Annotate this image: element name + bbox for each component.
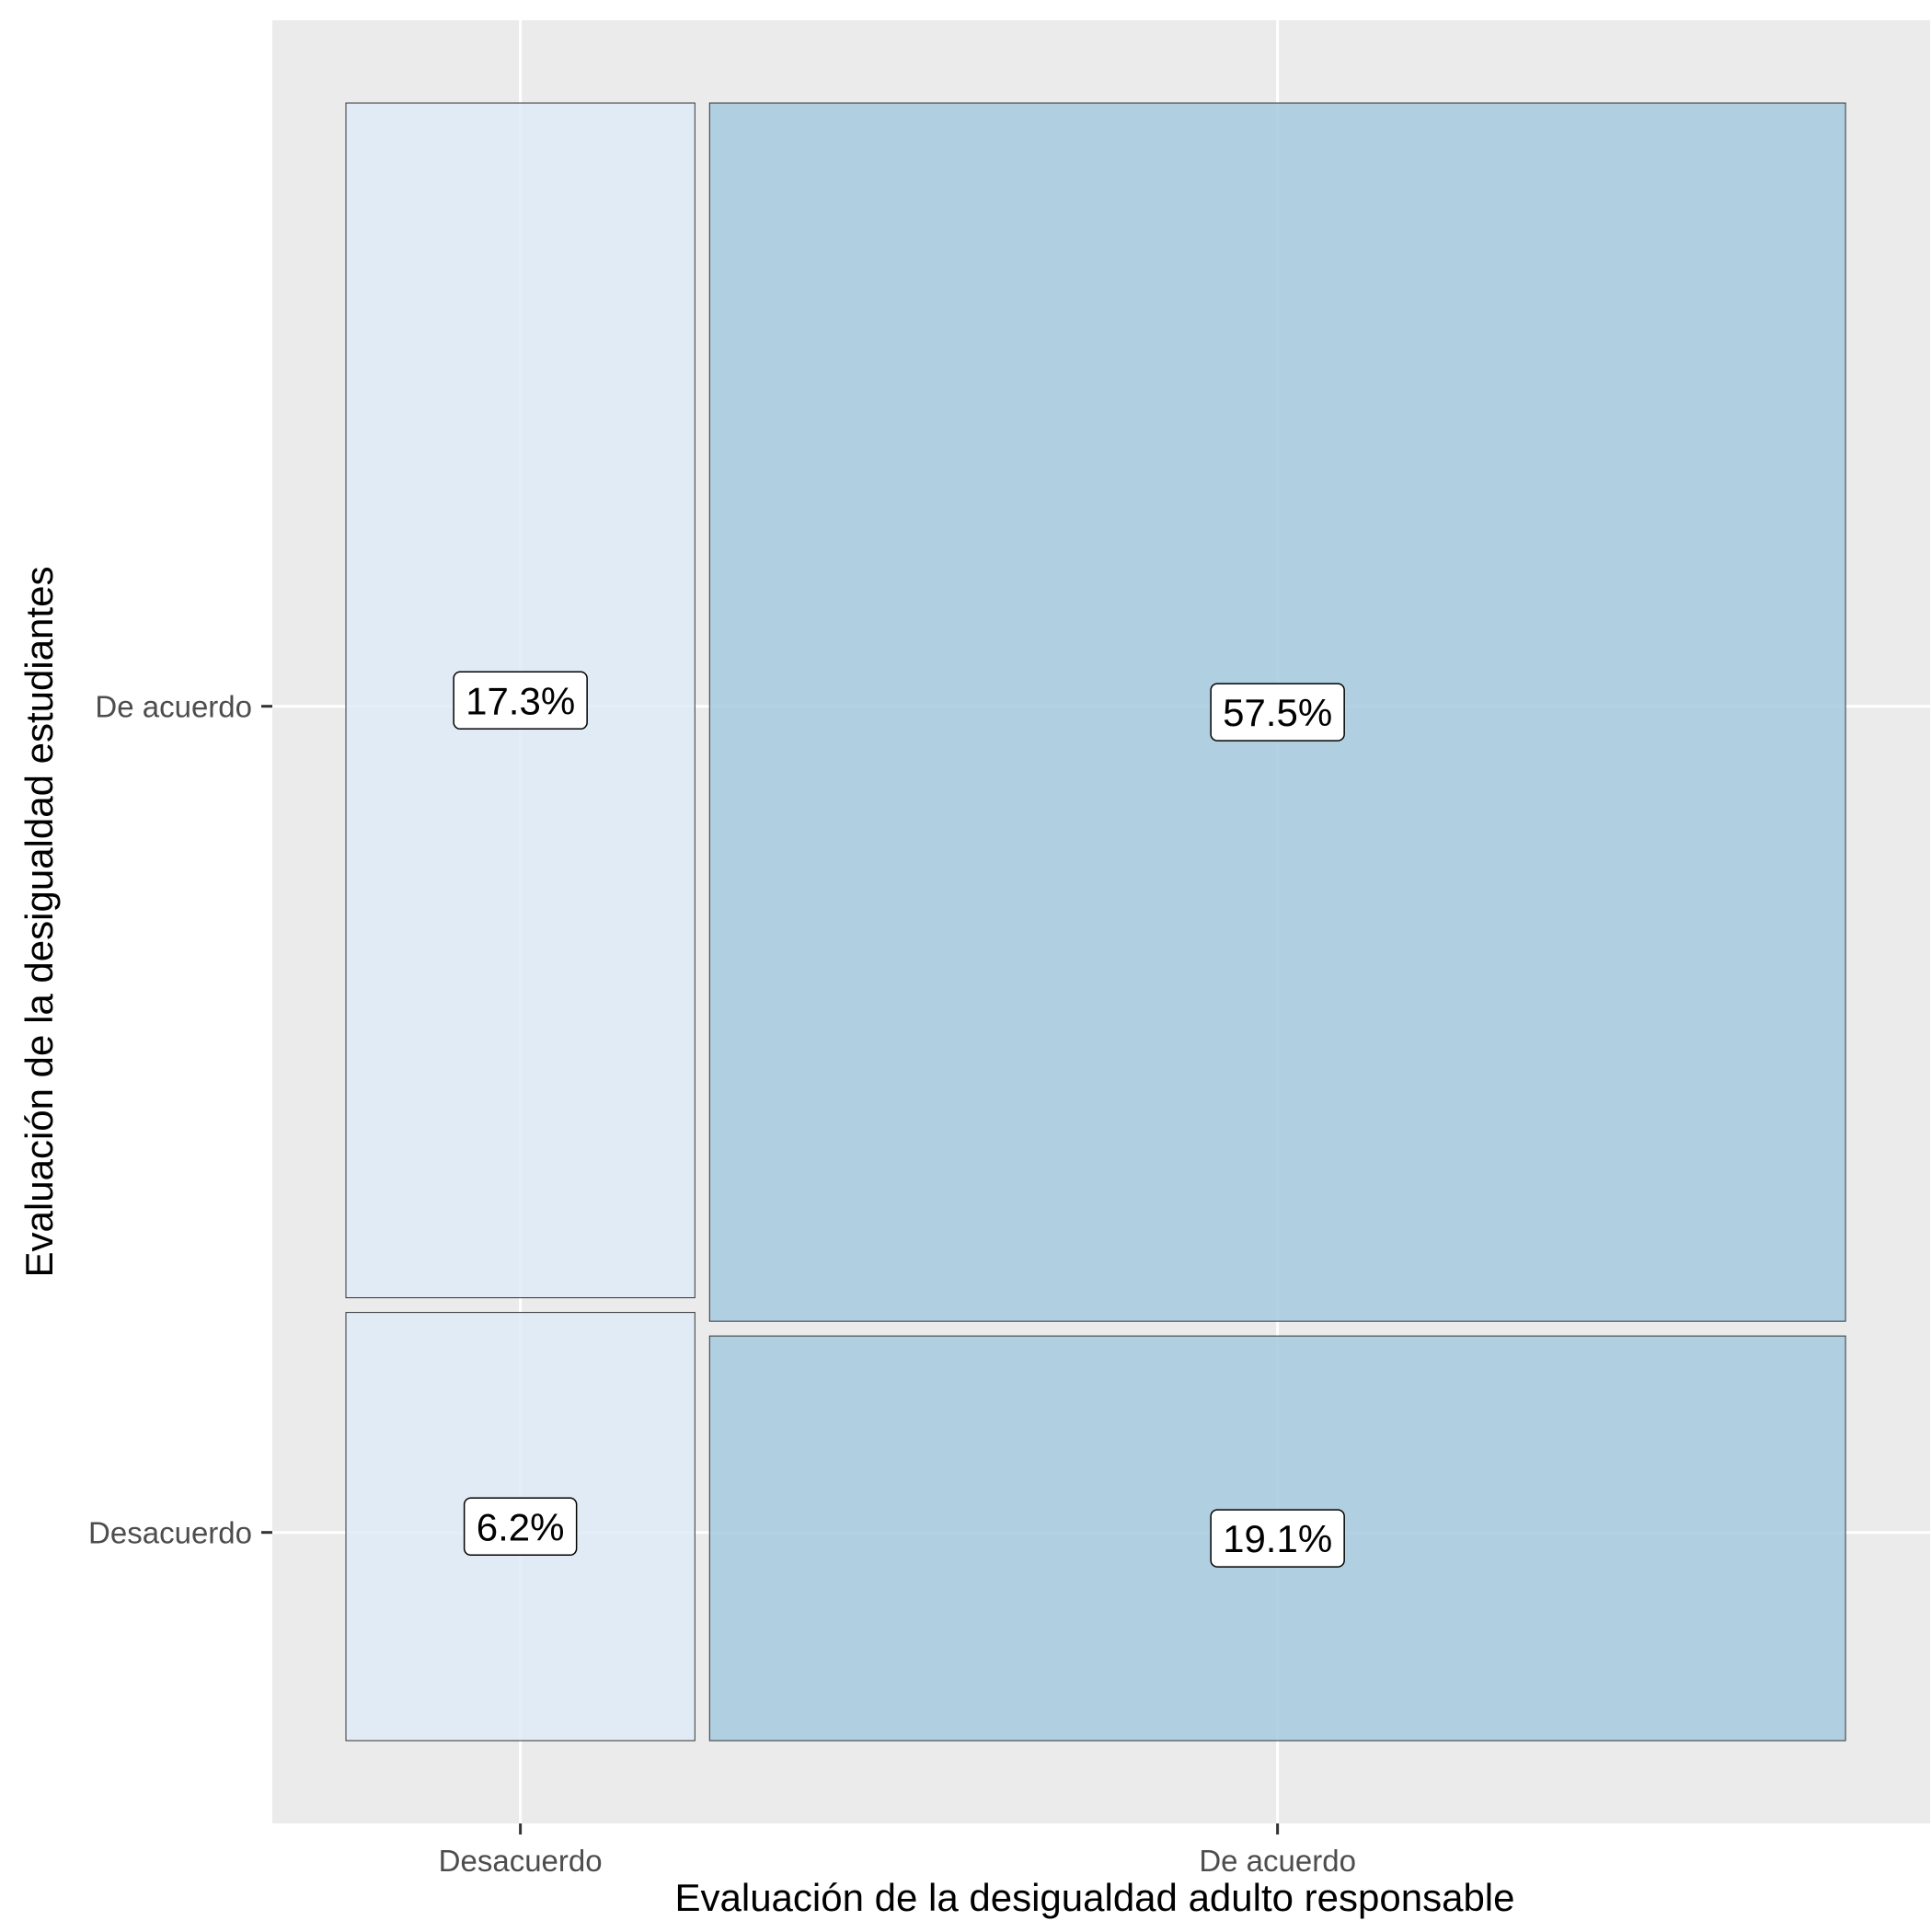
y-tick-label-1: De acuerdo <box>95 690 252 724</box>
cell-label-3: 57.5% <box>1223 691 1332 734</box>
cell-label-box-2 <box>1210 1509 1345 1568</box>
cell-labels: 6.2% 17.3% 19.1% 57.5% <box>453 671 1345 1568</box>
mosaic-cells <box>345 102 1846 1742</box>
x-axis-title: Evaluación de la desigualdad adulto resp… <box>674 1876 1514 1919</box>
cell-label-2: 19.1% <box>1223 1517 1332 1560</box>
x-tick-label-1: De acuerdo <box>1199 1844 1356 1878</box>
y-tick-label-0: Desacuerdo <box>88 1516 252 1550</box>
y-axis-title: Evaluación de la desigualdad estudiantes <box>17 567 61 1278</box>
cell-label-box-3 <box>1210 683 1345 742</box>
cell-label-1: 17.3% <box>466 679 575 722</box>
x-tick-label-0: Desacuerdo <box>439 1844 603 1878</box>
axes: Desacuerdo De acuerdo Desacuerdo De acuerdo <box>88 690 1356 1878</box>
cell-label-0: 6.2% <box>477 1505 565 1548</box>
cell-label-box-0 <box>463 1497 578 1557</box>
cell-label-box-1 <box>453 671 588 730</box>
